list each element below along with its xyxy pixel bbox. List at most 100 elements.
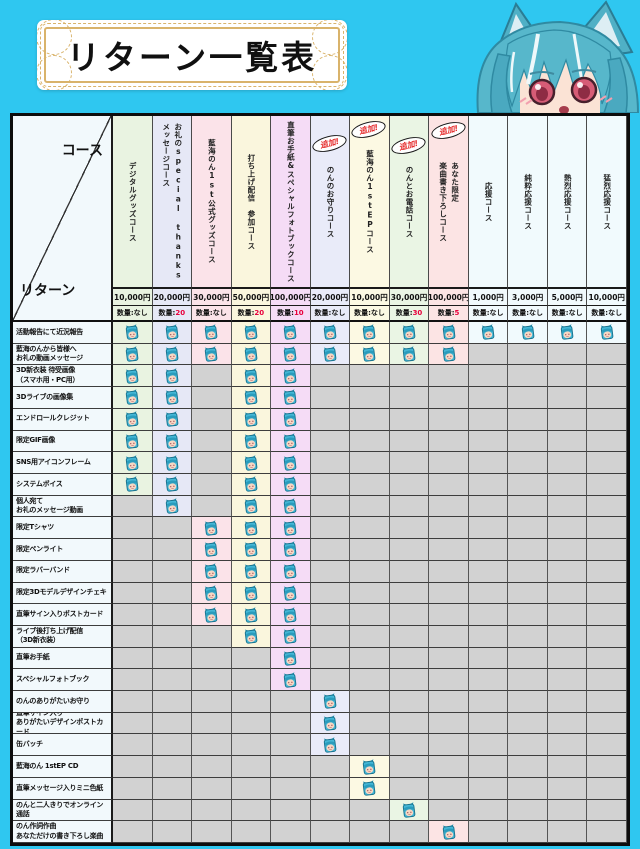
empty-cell (310, 430, 351, 453)
character-face-icon (284, 563, 297, 579)
check-cell (231, 430, 272, 453)
check-cell (271, 387, 311, 409)
empty-cell (587, 495, 627, 518)
empty-cell (389, 517, 430, 540)
empty-cell (192, 625, 232, 648)
character-face-icon (363, 780, 376, 796)
check-cell (231, 408, 272, 431)
check-cell (429, 322, 469, 344)
check-cell (310, 734, 351, 757)
character-face-icon (363, 346, 376, 362)
character-face-icon (521, 324, 534, 340)
empty-cell (192, 387, 232, 409)
empty-cell (389, 647, 430, 670)
character-face-icon (165, 433, 179, 449)
empty-cell (547, 669, 588, 692)
empty-cell (547, 647, 588, 670)
quantity-cell: 数量: 30 (389, 305, 430, 322)
quantity-prefix: 数量: (551, 309, 569, 317)
empty-cell (587, 387, 627, 409)
empty-cell (468, 560, 509, 583)
character-face-icon (284, 476, 297, 492)
empty-cell (468, 625, 509, 648)
quantity-value: なし (608, 309, 623, 317)
empty-cell (271, 734, 311, 757)
column-name: 藍海のん1st公式グッズコース (207, 139, 217, 264)
column-name: あなた限定 楽曲書き下ろしコース (438, 161, 460, 242)
row-label: 直筆サイン入り ありがたいデザインポストカード (13, 712, 113, 735)
empty-cell (587, 691, 627, 713)
banner-corner-ornament (37, 20, 72, 55)
empty-cell (192, 799, 232, 822)
empty-cell (192, 712, 232, 735)
empty-cell (429, 473, 469, 496)
return-table: コース リターン デジタルグッズコース お礼のspecial thanks メッセ… (10, 113, 630, 846)
empty-cell (547, 408, 588, 431)
empty-cell (310, 387, 351, 409)
empty-cell (508, 647, 548, 670)
character-face-icon (244, 389, 258, 406)
empty-cell (152, 517, 193, 540)
check-cell (152, 365, 193, 388)
empty-cell (310, 647, 351, 670)
empty-cell (547, 691, 588, 713)
empty-cell (468, 604, 509, 626)
column-name: 応援コース (484, 181, 494, 222)
quantity-cell: 数量: なし (192, 305, 232, 322)
empty-cell (271, 821, 311, 843)
empty-cell (310, 582, 351, 605)
check-cell (271, 430, 311, 453)
empty-cell (389, 756, 430, 778)
empty-cell (468, 669, 509, 692)
check-cell (271, 669, 311, 692)
empty-cell (350, 625, 390, 648)
row-label: スペシャルフォトブック (13, 669, 113, 692)
empty-cell (389, 387, 430, 409)
empty-cell (231, 669, 272, 692)
empty-cell (350, 539, 390, 561)
row-label: 直筆メッセージ入りミニ色紙 (13, 777, 113, 800)
row-label: 限定GIF画像 (13, 430, 113, 453)
column-header: 熱烈応援コース (547, 116, 588, 288)
empty-cell (547, 712, 588, 735)
empty-cell (587, 560, 627, 583)
character-face-icon (205, 585, 218, 601)
empty-cell (508, 560, 548, 583)
empty-cell (350, 799, 390, 822)
empty-cell (192, 777, 232, 800)
character-face-icon (284, 519, 297, 536)
check-cell (113, 408, 153, 431)
check-cell (231, 582, 272, 605)
empty-cell (310, 777, 351, 800)
empty-cell (547, 560, 588, 583)
character-face-icon (600, 324, 614, 340)
empty-cell (547, 625, 588, 648)
empty-cell (389, 712, 430, 735)
empty-cell (587, 452, 627, 474)
empty-cell (508, 365, 548, 388)
quantity-cell: 数量: なし (468, 305, 509, 322)
empty-cell (547, 821, 588, 843)
empty-cell (508, 343, 548, 366)
empty-cell (547, 756, 588, 778)
empty-cell (350, 821, 390, 843)
column-name: 藍海のん1stEPコース (365, 149, 375, 254)
column-header: 純粋応援コース (508, 116, 548, 288)
added-badge: 追加! (310, 131, 349, 156)
empty-cell (547, 365, 588, 388)
quantity-prefix: 数量: (591, 309, 609, 317)
character-face-icon (165, 476, 179, 492)
column-header: 追加! のんとお電話コース (389, 116, 430, 288)
character-face-icon (205, 324, 218, 340)
character-face-icon (205, 519, 218, 536)
character-face-icon (284, 606, 297, 623)
check-cell (271, 625, 311, 648)
column-name: のんのお守りコース (325, 165, 335, 238)
empty-cell (389, 365, 430, 388)
empty-cell (152, 604, 193, 626)
empty-cell (231, 799, 272, 822)
empty-cell (508, 452, 548, 474)
price-cell: 5,000円 (547, 288, 588, 305)
added-badge: 追加! (389, 133, 428, 158)
empty-cell (468, 495, 509, 518)
